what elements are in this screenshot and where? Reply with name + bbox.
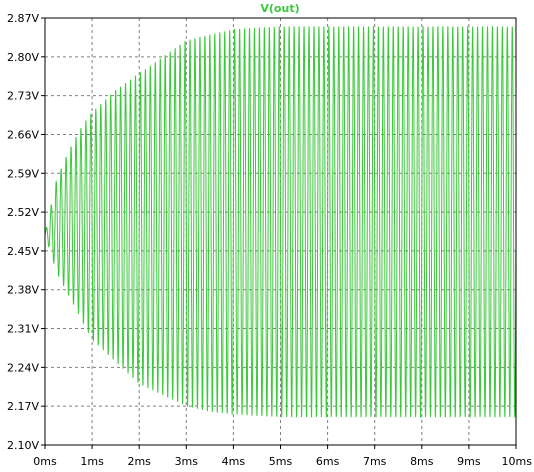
y-tick-label: 2.38V: [7, 284, 39, 297]
x-tick-label: 7ms: [363, 455, 387, 468]
y-tick-label: 2.17V: [7, 400, 39, 413]
x-tick-label: 8ms: [410, 455, 434, 468]
y-tick-label: 2.24V: [7, 361, 39, 374]
y-tick-label: 2.80V: [7, 51, 39, 64]
y-tick-label: 2.66V: [7, 128, 39, 141]
x-tick-label: 9ms: [457, 455, 481, 468]
y-tick-label: 2.52V: [7, 206, 39, 219]
x-tick-label: 10ms: [502, 455, 533, 468]
x-tick-label: 3ms: [175, 455, 199, 468]
y-tick-label: 2.59V: [7, 167, 39, 180]
x-tick-label: 2ms: [127, 455, 151, 468]
series-line: [44, 25, 517, 418]
x-tick-label: 4ms: [222, 455, 246, 468]
x-tick-label: 1ms: [80, 455, 104, 468]
y-axis: 2.10V 2.17V 2.24V 2.31V 2.38V 2.45V 2.52V 2.59V…: [7, 12, 45, 452]
y-tick-label: 2.73V: [7, 90, 39, 103]
series-group: [44, 25, 517, 418]
y-tick-label: 2.31V: [7, 323, 39, 336]
x-tick-label: 0ms: [33, 455, 57, 468]
x-axis: 0ms 1ms 2ms 3ms 4ms 5ms 6ms 7ms 8ms 9ms 10ms: [33, 445, 532, 468]
x-tick-label: 5ms: [269, 455, 293, 468]
y-tick-label: 2.10V: [7, 439, 39, 452]
y-tick-label: 2.45V: [7, 245, 39, 258]
x-tick-label: 6ms: [316, 455, 340, 468]
chart-title: V(out): [260, 2, 299, 15]
y-tick-label: 2.87V: [7, 12, 39, 25]
